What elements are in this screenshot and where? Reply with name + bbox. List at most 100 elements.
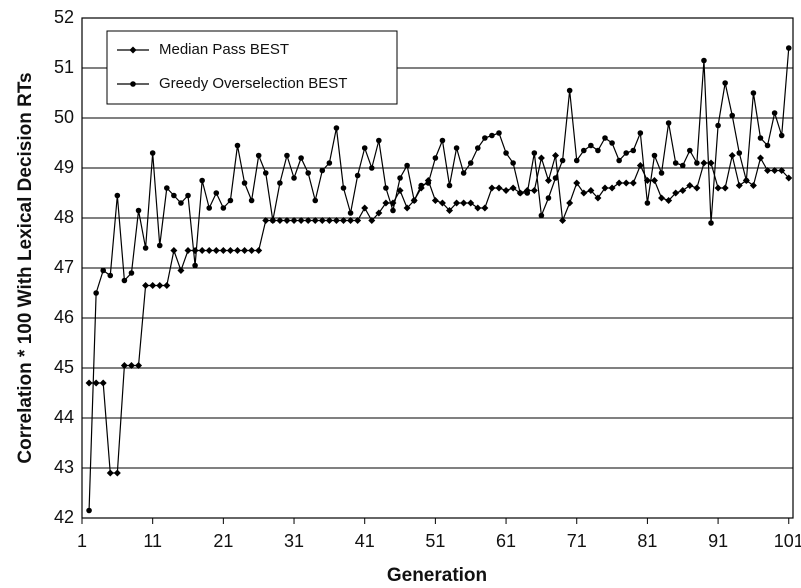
y-tick-label: 45 — [54, 357, 74, 377]
point — [347, 210, 354, 216]
point — [580, 189, 588, 197]
point — [206, 205, 213, 211]
x-tick-label: 21 — [213, 531, 233, 551]
point — [694, 160, 700, 166]
point — [672, 160, 679, 166]
point — [277, 180, 283, 186]
point — [687, 147, 693, 154]
point — [326, 160, 333, 166]
point — [764, 167, 772, 174]
point — [418, 182, 425, 189]
point — [488, 184, 496, 192]
point — [319, 167, 326, 174]
point — [601, 184, 609, 192]
point — [609, 140, 615, 146]
point — [113, 469, 121, 477]
point — [142, 245, 149, 251]
point — [672, 189, 680, 197]
point — [530, 187, 538, 194]
point — [474, 204, 482, 212]
point — [715, 122, 721, 129]
point — [163, 282, 171, 289]
point — [482, 135, 488, 141]
point — [368, 217, 376, 224]
point — [262, 217, 270, 224]
x-tick-label: 71 — [567, 531, 587, 551]
y-tick-label: 49 — [54, 157, 74, 177]
point — [107, 272, 114, 279]
point — [219, 247, 227, 254]
point — [177, 267, 185, 274]
point — [227, 197, 234, 204]
point — [325, 217, 333, 224]
x-tick-label: 101 — [774, 531, 801, 551]
point — [517, 190, 523, 196]
point — [771, 110, 778, 116]
point — [99, 379, 107, 387]
point — [771, 167, 779, 174]
point — [757, 135, 764, 141]
point — [502, 187, 510, 194]
x-tick-label: 41 — [355, 531, 375, 551]
point — [566, 199, 574, 207]
point — [270, 217, 276, 224]
point — [142, 282, 150, 289]
point — [383, 185, 389, 191]
point — [701, 57, 707, 64]
point — [340, 185, 347, 191]
point — [785, 45, 792, 51]
point — [382, 199, 390, 207]
point — [284, 152, 290, 159]
point — [438, 199, 446, 207]
legend-label: Greedy Overselection BEST — [159, 75, 347, 92]
point — [460, 170, 467, 176]
point — [318, 217, 326, 224]
point — [474, 145, 481, 151]
point — [735, 182, 743, 189]
point — [658, 170, 665, 176]
point — [178, 200, 184, 206]
point — [446, 207, 454, 214]
y-tick-label: 48 — [54, 207, 74, 227]
point — [170, 247, 178, 254]
point — [164, 185, 170, 191]
y-axis-title: Correlation * 100 With Lexical Decision … — [15, 72, 36, 463]
y-tick-label: 51 — [54, 57, 74, 77]
point — [149, 282, 157, 289]
point — [615, 179, 623, 187]
point — [333, 125, 340, 131]
point — [573, 157, 580, 164]
point — [368, 165, 375, 171]
series-line — [88, 47, 790, 511]
point — [750, 90, 757, 96]
point — [85, 379, 93, 387]
point — [524, 190, 531, 196]
x-tick-label: 91 — [708, 531, 728, 551]
point — [602, 135, 608, 141]
legend-box — [106, 30, 398, 105]
point — [509, 184, 517, 192]
point — [171, 192, 177, 199]
point — [722, 80, 728, 86]
point — [411, 197, 417, 204]
point — [192, 262, 198, 269]
point — [92, 379, 100, 387]
point — [510, 160, 516, 166]
point — [616, 157, 622, 164]
point — [629, 179, 637, 187]
point — [198, 247, 206, 254]
point — [503, 150, 509, 156]
x-tick-label: 11 — [143, 531, 162, 551]
point — [283, 217, 291, 224]
x-tick-label: 31 — [284, 531, 304, 551]
y-tick-label: 52 — [54, 7, 74, 27]
point — [636, 162, 644, 169]
point — [93, 290, 99, 296]
point — [248, 197, 255, 204]
point — [778, 132, 785, 139]
point — [580, 147, 587, 154]
point — [226, 247, 234, 254]
point — [291, 175, 297, 181]
point — [431, 197, 439, 204]
